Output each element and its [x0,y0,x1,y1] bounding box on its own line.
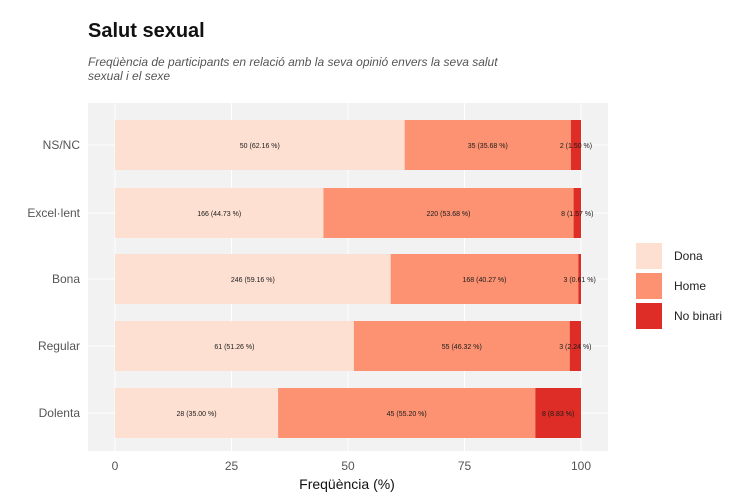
bar-dona-bona [115,254,391,304]
data-label-no-binari-bona: 3 (0.61 %) [564,277,596,284]
data-label-dona-excel-lent: 166 (44.73 %) [197,211,241,218]
category-label-bona: Bona [52,272,80,286]
legend-label-no-binari: No binari [674,309,722,323]
legend: Dona Home No binari [636,243,722,329]
bar-no-binari-regular [569,321,581,371]
category-axis: NS/NC Excel·lent Bona Regular Dolenta [27,138,80,420]
x-tick-label: 100 [571,459,591,473]
data-label-dona-dolenta: 28 (35.00 %) [177,411,217,418]
data-label-home-ns-nc: 35 (35.68 %) [468,143,508,150]
data-label-home-bona: 168 (40.27 %) [463,277,507,284]
x-tick-label: 25 [225,459,239,473]
x-tick-label: 0 [112,459,119,473]
chart-title: Salut sexual [88,20,205,42]
bar-no-binari-dolenta [535,388,581,438]
data-labels: 50 (62.16 %) 35 (35.68 %) 2 (1.50 %) 166 (4… [177,143,596,418]
data-label-dona-ns-nc: 50 (62.16 %) [240,143,280,150]
bar-no-binari-bona [578,254,581,304]
x-tick-label: 75 [458,459,472,473]
bar-dona-regular [115,321,354,371]
bar-no-binari-excel-lent [573,188,581,238]
data-label-no-binari-ns-nc: 2 (1.50 %) [560,143,592,150]
legend-label-home: Home [674,279,706,293]
data-label-home-regular: 55 (46.32 %) [442,344,482,351]
data-label-home-excel-lent: 220 (53.68 %) [427,211,471,218]
data-label-no-binari-dolenta: 8 (8.83 %) [542,411,574,418]
bar-dona-excel-lent [115,188,324,238]
bar-home-bona [390,254,579,304]
bar-dona-dolenta [115,388,279,438]
legend-label-dona: Dona [674,249,703,263]
bar-home-dolenta [278,388,536,438]
data-label-no-binari-excel-lent: 8 (1.57 %) [561,211,593,218]
bar-home-excel-lent [323,188,574,238]
category-label-ns-nc: NS/NC [43,138,81,152]
data-label-no-binari-regular: 3 (2.24 %) [559,344,591,351]
legend-swatch-no-binari [636,303,662,329]
x-axis-title: Freqüència (%) [299,476,395,492]
bar-dona-ns-nc [115,120,405,170]
bar-home-ns-nc [404,120,571,170]
category-label-excel-lent: Excel·lent [27,206,80,220]
category-label-regular: Regular [38,339,80,353]
bar-home-regular [353,321,570,371]
x-tick-label: 50 [341,459,355,473]
value-axis: 0 25 50 75 100 [112,459,592,473]
category-label-dolenta: Dolenta [39,406,81,420]
bars [115,120,581,438]
data-label-dona-bona: 246 (59.16 %) [231,277,275,284]
data-label-dona-regular: 61 (51.26 %) [214,344,254,351]
legend-swatch-home [636,273,662,299]
data-label-home-dolenta: 45 (55.20 %) [387,411,427,418]
legend-swatch-dona [636,243,662,269]
bar-no-binari-ns-nc [570,120,581,170]
chart-subtitle-line-1: Freqüència de participants en relació am… [88,55,498,69]
chart-subtitle-line-2: sexual i el sexe [88,69,170,83]
